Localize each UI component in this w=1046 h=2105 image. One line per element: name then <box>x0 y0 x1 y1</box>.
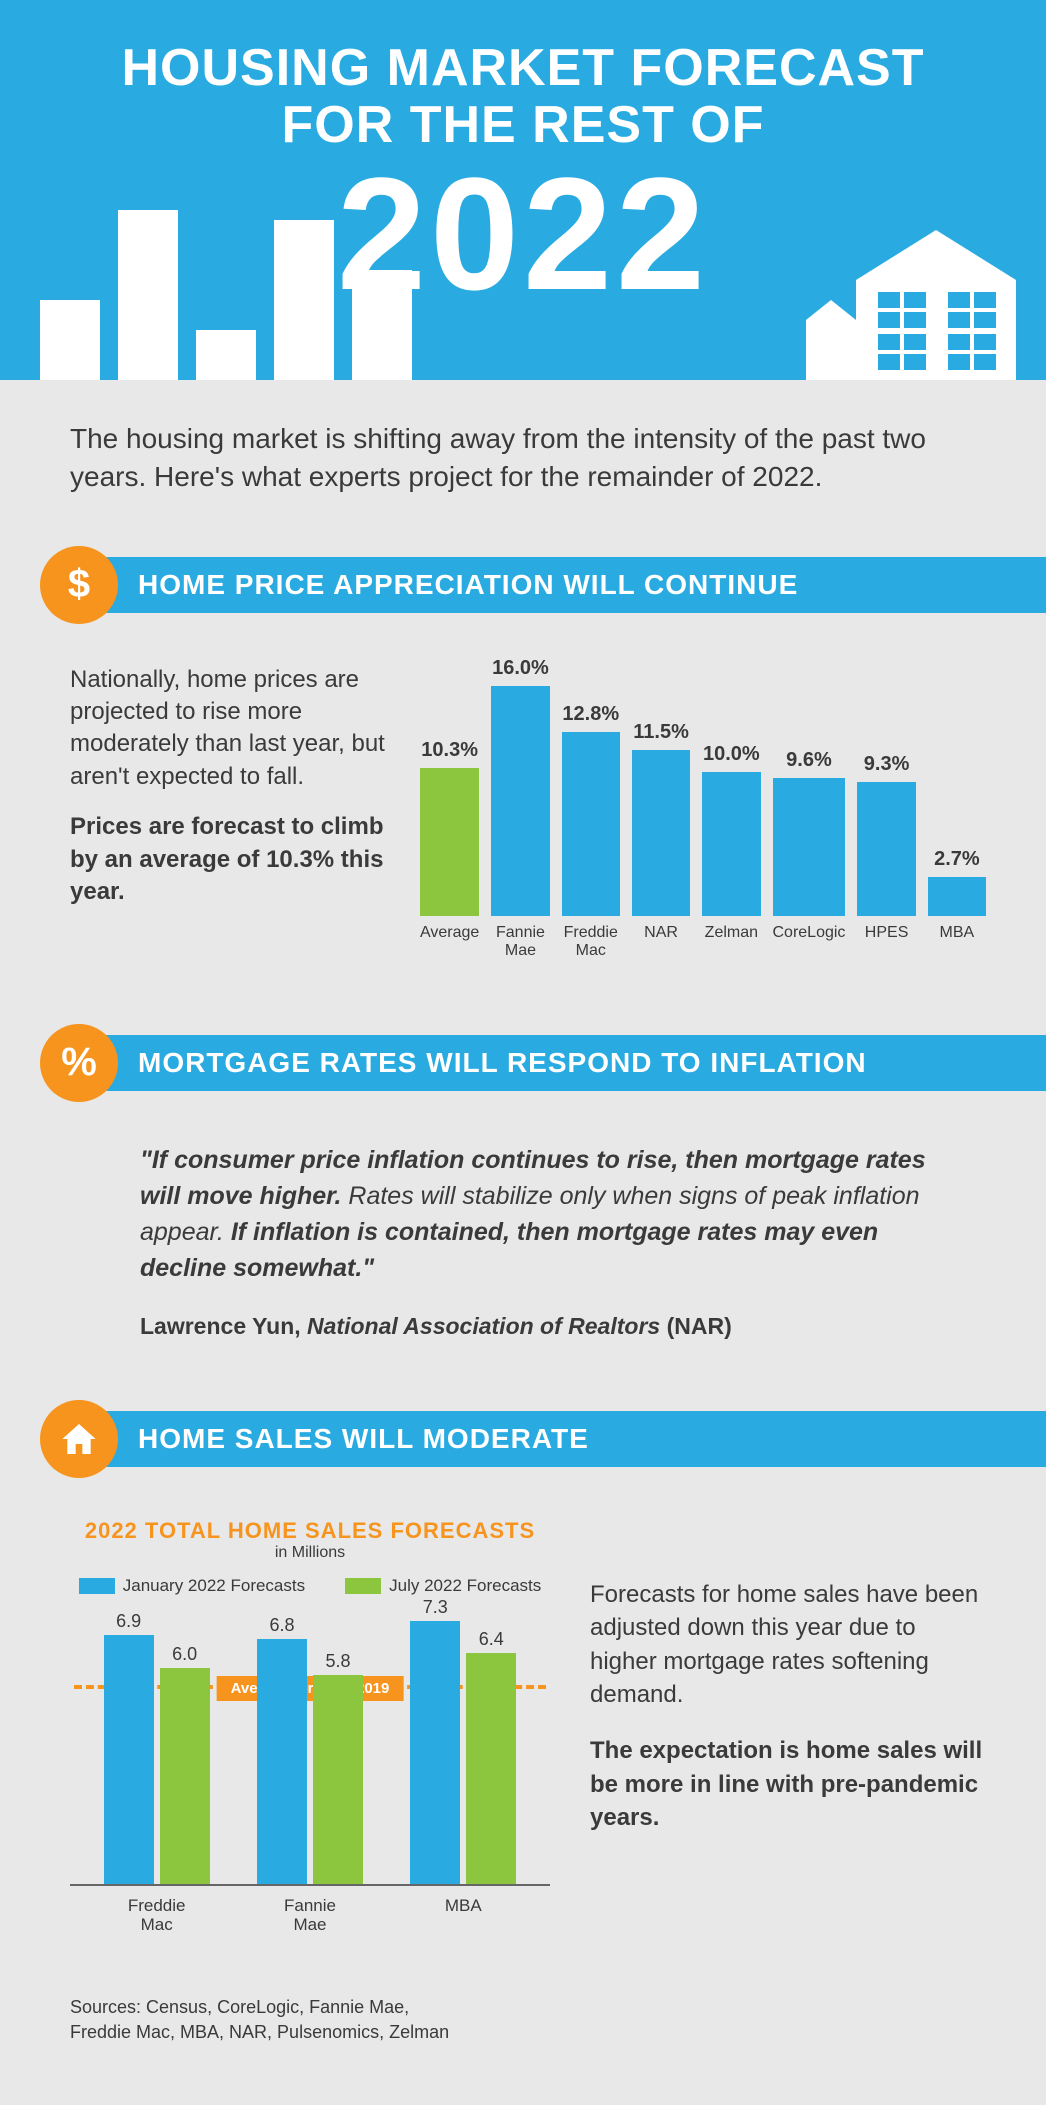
section1-text: Nationally, home prices are projected to… <box>70 664 390 964</box>
legend-item: July 2022 Forecasts <box>345 1576 541 1596</box>
section3-body: 2022 TOTAL HOME SALES FORECASTS in Milli… <box>0 1508 1046 1965</box>
quote-bold2: If inflation is contained, then mortgage… <box>140 1218 878 1282</box>
section2-body: "If consumer price inflation continues t… <box>0 1132 1046 1380</box>
section2-header: % MORTGAGE RATES WILL RESPOND TO INFLATI… <box>40 1024 1046 1102</box>
chart2-group: 6.96.0 <box>97 1635 217 1883</box>
chart1-bar: 10.0%Zelman <box>702 743 760 964</box>
section1-bold: Prices are forecast to climb by an avera… <box>70 811 390 908</box>
section3-title: HOME SALES WILL MODERATE <box>88 1411 1046 1467</box>
hero-line1: HOUSING MARKET FORECAST <box>0 40 1046 97</box>
sources-line2: Freddie Mac, MBA, NAR, Pulsenomics, Zelm… <box>70 2020 1046 2045</box>
chart2-legend: January 2022 Forecasts July 2022 Forecast… <box>70 1576 550 1596</box>
section2-attribution: Lawrence Yun, National Association of Re… <box>140 1313 926 1340</box>
section1-header: $ HOME PRICE APPRECIATION WILL CONTINUE <box>40 546 1046 624</box>
chart2-x-label: FreddieMac <box>97 1896 217 1935</box>
chart1-bar: 10.3%Average <box>420 739 479 964</box>
section3-text: Forecasts for home sales have been adjus… <box>590 1518 986 1835</box>
chart2-x-label: FannieMae <box>250 1896 370 1935</box>
chart2-x-labels: FreddieMac FannieMae MBA <box>70 1896 550 1935</box>
attrib-name: Lawrence Yun, <box>140 1313 307 1339</box>
chart2-title: 2022 TOTAL HOME SALES FORECASTS <box>70 1518 550 1544</box>
legend-item: January 2022 Forecasts <box>79 1576 305 1596</box>
section3-header: HOME SALES WILL MODERATE <box>40 1400 1046 1478</box>
section3-para: Forecasts for home sales have been adjus… <box>590 1581 978 1709</box>
chart1-bar: 2.7%MBA <box>928 848 986 964</box>
hero-banner: HOUSING MARKET FORECAST FOR THE REST OF … <box>0 0 1046 380</box>
section1-para: Nationally, home prices are projected to… <box>70 666 385 790</box>
chart1-bar: 9.6%CoreLogic <box>773 749 846 964</box>
section1-title: HOME PRICE APPRECIATION WILL CONTINUE <box>88 557 1046 613</box>
section2-quote: "If consumer price inflation continues t… <box>140 1142 926 1287</box>
home-icon <box>40 1400 118 1478</box>
section2-title: MORTGAGE RATES WILL RESPOND TO INFLATION <box>88 1035 1046 1091</box>
attrib-tail: (NAR) <box>660 1313 732 1339</box>
avg-reference-label: Average for 2017-2019 <box>217 1676 404 1701</box>
chart1-bar: 9.3%HPES <box>857 753 915 964</box>
attrib-org: National Association of Realtors <box>307 1313 660 1339</box>
sources-line1: Sources: Census, CoreLogic, Fannie Mae, <box>70 1995 1046 2020</box>
price-appreciation-bar-chart: 10.3%Average16.0%FannieMae12.8%FreddieMa… <box>420 664 986 964</box>
house-silhouette-icon <box>796 230 1016 380</box>
section1-body: Nationally, home prices are projected to… <box>0 654 1046 1004</box>
chart2-x-label: MBA <box>403 1896 523 1935</box>
section3-bold: The expectation is home sales will be mo… <box>590 1734 986 1835</box>
chart2-group: 7.36.4 <box>403 1621 523 1884</box>
percent-icon: % <box>40 1024 118 1102</box>
home-sales-chart-wrap: 2022 TOTAL HOME SALES FORECASTS in Milli… <box>70 1518 550 1935</box>
sources: Sources: Census, CoreLogic, Fannie Mae, … <box>0 1965 1046 2105</box>
home-sales-grouped-bar-chart: Average for 2017-20196.96.06.85.87.36.4 <box>70 1616 550 1886</box>
chart1-bar: 12.8%FreddieMac <box>562 703 620 964</box>
bars-silhouette-icon <box>40 210 412 380</box>
chart1-bar: 11.5%NAR <box>632 721 690 963</box>
chart1-bar: 16.0%FannieMae <box>491 657 549 964</box>
infographic-page: HOUSING MARKET FORECAST FOR THE REST OF … <box>0 0 1046 2105</box>
hero-decorations <box>0 180 1046 380</box>
dollar-icon: $ <box>40 546 118 624</box>
chart2-subtitle: in Millions <box>70 1544 550 1562</box>
intro-text: The housing market is shifting away from… <box>0 380 1046 526</box>
